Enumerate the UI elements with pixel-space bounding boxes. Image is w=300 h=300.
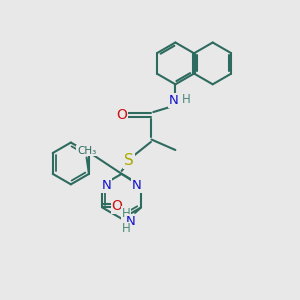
Text: O: O xyxy=(112,199,123,213)
Text: H: H xyxy=(122,223,130,236)
Text: S: S xyxy=(124,153,134,168)
Text: N: N xyxy=(101,178,111,192)
Text: N: N xyxy=(169,94,179,107)
Text: CH₃: CH₃ xyxy=(77,146,96,156)
Text: H: H xyxy=(122,207,130,220)
Text: H: H xyxy=(182,93,191,106)
Text: N: N xyxy=(126,215,136,228)
Text: O: O xyxy=(116,108,127,122)
Text: N: N xyxy=(132,178,142,192)
